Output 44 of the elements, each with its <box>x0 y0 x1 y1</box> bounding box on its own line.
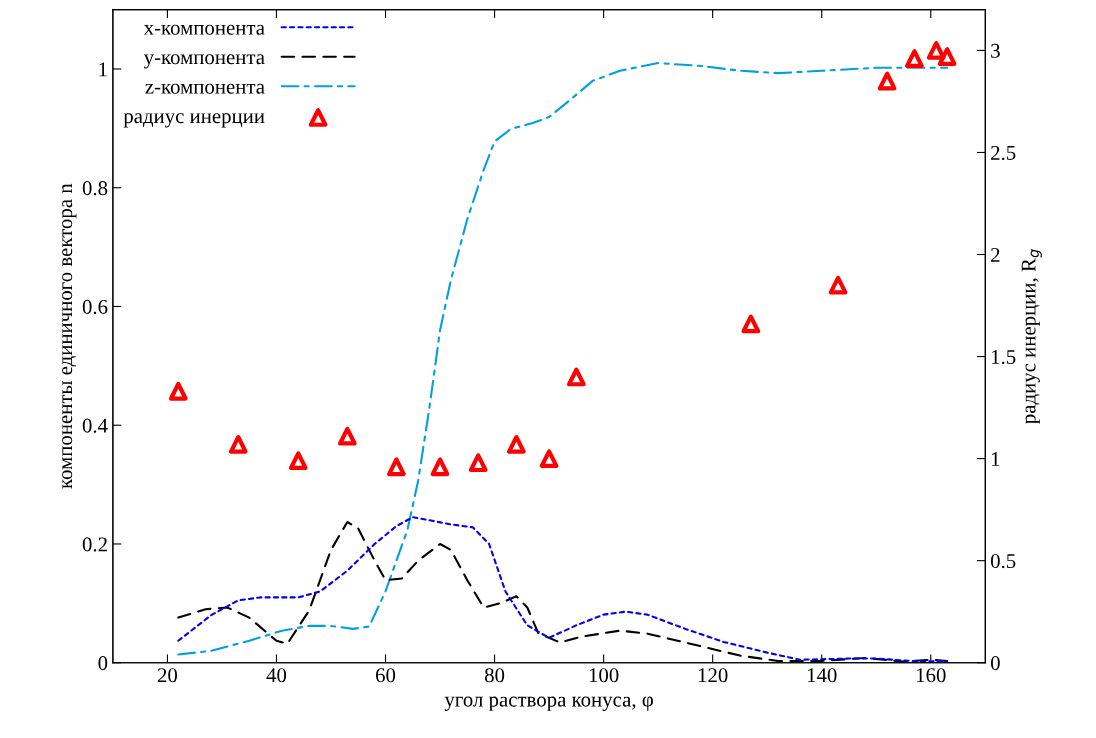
y2-tick-label: 0.5 <box>990 554 1016 569</box>
y2-tick-label: 3 <box>991 43 1000 58</box>
y-tick-label: 0.4 <box>82 418 108 433</box>
point <box>539 449 559 468</box>
x-tick-label: 60 <box>376 668 396 683</box>
legend-label: z-компонента <box>145 83 265 94</box>
point <box>387 457 406 477</box>
x-tick-label: 160 <box>916 668 946 683</box>
y-tick-label: 0.2 <box>82 537 107 552</box>
y2-tick-label: 1.5 <box>992 350 1016 365</box>
x-tick-label: 140 <box>807 668 837 683</box>
y-tick-label: 0.8 <box>82 181 108 196</box>
point <box>288 451 308 471</box>
y2-tick-label: 1 <box>992 452 1000 466</box>
y-tick-label: 0.6 <box>82 299 108 314</box>
point <box>507 434 526 454</box>
y2-tick-label: 2 <box>991 247 1000 262</box>
legend-label: x-компонента <box>143 24 265 35</box>
point <box>741 314 761 334</box>
point <box>337 426 357 446</box>
point <box>430 457 450 477</box>
x-tick-label: 80 <box>484 668 505 683</box>
point <box>905 49 924 68</box>
legend-label: радиус инерции <box>123 113 265 128</box>
point <box>937 47 957 66</box>
x-tick-label: 120 <box>698 668 728 683</box>
y-tick-label: 1 <box>99 62 107 77</box>
x-axis-title: угол раствора конуса, φ <box>444 696 653 711</box>
y2-tick-label: 2.5 <box>991 145 1016 160</box>
y-tick-label: 0 <box>98 656 108 671</box>
point <box>926 41 946 60</box>
legend-label: y-компонента <box>143 54 265 69</box>
x-tick-label: 100 <box>589 668 619 683</box>
y2-tick-label: 0 <box>990 656 1000 671</box>
point <box>228 434 248 454</box>
point <box>168 381 188 401</box>
y2-axis-title: радиус инерции, R$_{g}$ <box>1021 249 1042 424</box>
x-tick-label: 40 <box>266 668 287 683</box>
point <box>828 275 848 295</box>
point <box>566 367 586 387</box>
point <box>877 71 897 91</box>
point <box>468 453 488 473</box>
y-axis-title: компоненты единичного вектора n <box>62 183 77 489</box>
x-tick-label: 20 <box>157 668 178 683</box>
